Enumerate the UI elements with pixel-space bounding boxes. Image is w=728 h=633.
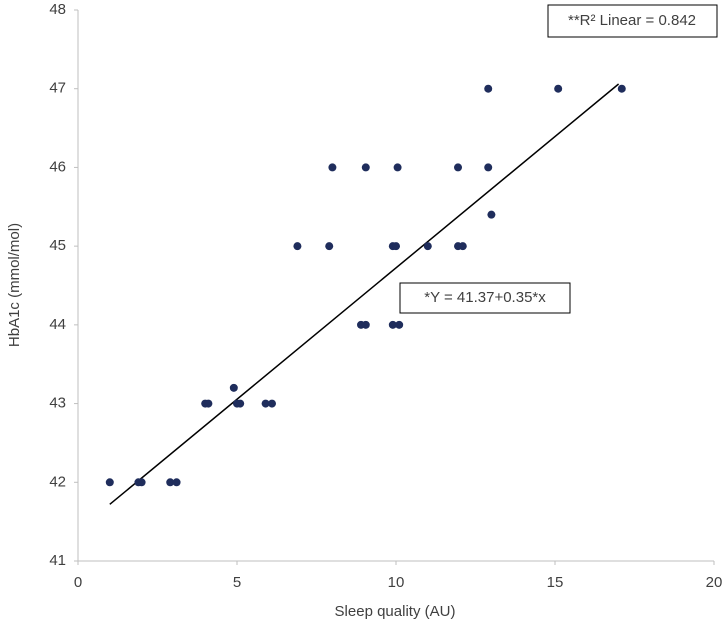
- y-axis-label: HbA1c (mmol/mol): [6, 223, 23, 347]
- point: [328, 163, 337, 172]
- y-tick-label: 48: [49, 1, 66, 18]
- point: [395, 320, 404, 329]
- point: [388, 320, 397, 329]
- y-tick-label: 42: [49, 473, 66, 490]
- point: [393, 163, 402, 172]
- point: [484, 84, 493, 93]
- point: [261, 399, 270, 408]
- y-tick-label: 45: [49, 237, 66, 254]
- x-axis-label: Sleep quality (AU): [335, 603, 456, 620]
- point: [458, 242, 467, 251]
- point: [423, 242, 432, 251]
- point: [487, 210, 496, 219]
- point: [293, 242, 302, 251]
- point: [229, 383, 238, 392]
- point: [325, 242, 334, 251]
- y-tick-label: 46: [49, 158, 66, 175]
- annotation-box: [399, 282, 571, 314]
- point: [267, 399, 276, 408]
- x-tick-label: 10: [388, 574, 405, 591]
- y-tick-label: 41: [49, 552, 66, 569]
- y-tick-label: 47: [49, 80, 66, 97]
- point: [166, 478, 175, 487]
- point: [361, 163, 370, 172]
- x-tick-label: 15: [547, 574, 564, 591]
- annotation-box: [547, 4, 718, 38]
- point: [554, 84, 563, 93]
- x-tick-label: 0: [74, 574, 82, 591]
- point: [361, 320, 370, 329]
- y-tick-label: 43: [49, 395, 66, 412]
- y-tick-label: 44: [49, 316, 66, 333]
- point: [236, 399, 245, 408]
- point: [484, 163, 493, 172]
- point: [392, 242, 400, 251]
- annotation: **R² Linear = 0.842: [568, 12, 696, 29]
- point: [454, 163, 463, 172]
- point: [617, 84, 626, 93]
- x-tick-label: 5: [233, 574, 241, 591]
- point: [137, 478, 146, 487]
- annotation: *Y = 41.37+0.35*x: [424, 289, 546, 306]
- trendline: [109, 83, 620, 505]
- point: [204, 399, 213, 408]
- x-tick-label: 20: [706, 574, 723, 591]
- point: [105, 478, 114, 487]
- point: [172, 478, 181, 487]
